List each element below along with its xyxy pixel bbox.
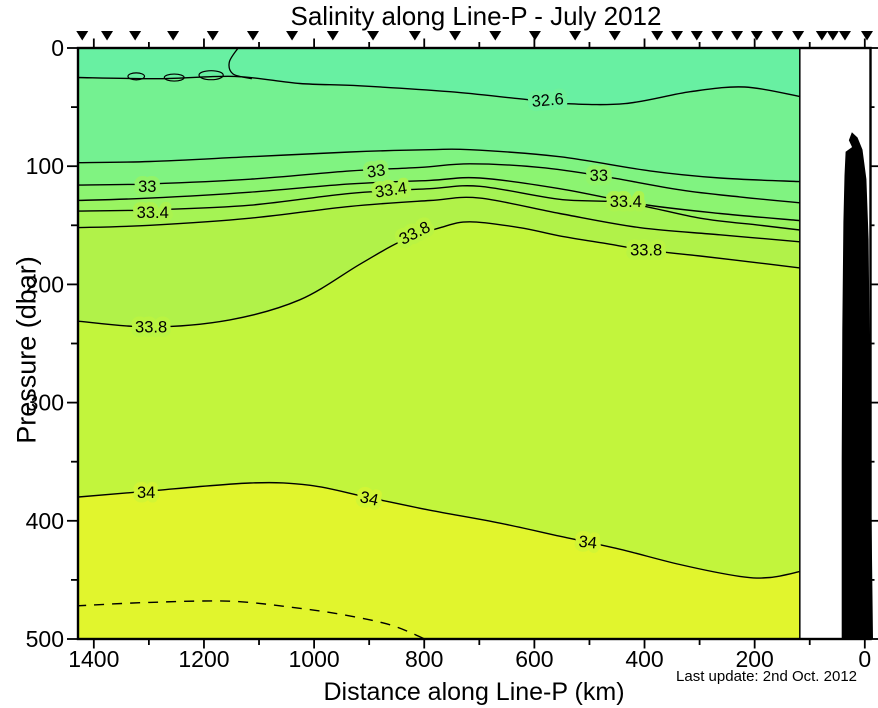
contour-line-33.4 (77, 185, 800, 231)
contour-label-34: 34 (137, 484, 155, 502)
surface-contour-spur (228, 48, 253, 80)
contour-line-32.8 (77, 148, 800, 183)
station-marker-icon (76, 31, 89, 41)
station-marker-icon (826, 31, 839, 41)
station-marker-icon (449, 31, 462, 41)
y-tick-label: 400 (26, 508, 64, 534)
contour-line-dashed-34.2 (77, 600, 426, 639)
surface-contour-cell (127, 72, 146, 81)
x-tick-label: 1400 (68, 646, 119, 672)
station-marker-icon (326, 31, 339, 41)
station-marker-icon (528, 31, 541, 41)
contour-line-32.6 (77, 75, 800, 106)
x-tick-label: 0 (858, 646, 871, 672)
y-tick-label: 0 (51, 35, 64, 61)
station-marker-icon (671, 31, 684, 41)
contour-label-33: 33 (366, 161, 387, 181)
station-marker-icon (815, 31, 828, 41)
station-marker-icon (286, 31, 299, 41)
y-tick-label: 100 (26, 153, 64, 179)
contour-label-33.8: 33.8 (630, 242, 662, 260)
contour-line-33 (77, 163, 800, 204)
x-tick-label: 800 (405, 646, 443, 672)
contour-label-33.4: 33.4 (137, 204, 169, 222)
x-tick-label: 200 (735, 646, 773, 672)
station-marker-icon (129, 31, 142, 41)
contour-label-34: 34 (358, 488, 380, 509)
station-marker-icon (489, 31, 502, 41)
station-marker-icon (711, 31, 724, 41)
contour-label-33: 33 (590, 167, 608, 185)
contour-line-33.8 (77, 221, 800, 328)
y-tick-label: 500 (26, 626, 64, 652)
station-marker-icon (861, 31, 874, 41)
x-tick-label: 600 (515, 646, 553, 672)
last-update-note: Last update: 2nd Oct. 2012 (676, 668, 857, 685)
station-marker-icon (367, 31, 380, 41)
contour-line-33.6 (77, 196, 800, 243)
station-marker-icon (651, 31, 664, 41)
y-tick-label: 300 (26, 390, 64, 416)
contour-line-33.2 (77, 176, 800, 222)
coast-silhouette (841, 132, 874, 640)
station-marker-icon (771, 31, 784, 41)
contour-line-34 (77, 481, 800, 579)
band-fill->34.0 (77, 482, 800, 639)
station-marker-icon (408, 31, 421, 41)
contour-label-34: 34 (578, 533, 598, 553)
station-marker-icon (167, 31, 180, 41)
surface-contour-cell (198, 70, 224, 81)
station-marker-icon (206, 31, 219, 41)
contour-label-33.4: 33.4 (610, 193, 642, 211)
station-marker-icon (731, 31, 744, 41)
station-marker-icon (101, 31, 114, 41)
y-tick-label: 200 (26, 271, 64, 297)
station-marker-icon (246, 31, 259, 41)
x-axis-label: Distance along Line-P (km) (323, 678, 625, 706)
x-tick-label: 1000 (289, 646, 340, 672)
contour-label-33: 33 (138, 178, 156, 196)
station-marker-icon (608, 31, 621, 41)
station-marker-icon (690, 31, 703, 41)
y-axis-label: Pressure (dbar) (11, 256, 42, 444)
contour-label-33.8: 33.8 (135, 318, 167, 336)
x-tick-label: 400 (625, 646, 663, 672)
station-marker-icon (750, 31, 763, 41)
surface-contour-cell (163, 73, 185, 82)
plot-frame (76, 46, 872, 641)
station-marker-icon (838, 31, 851, 41)
contour-label-32.6: 32.6 (531, 90, 565, 111)
station-marker-icon (792, 31, 805, 41)
station-marker-icon (569, 31, 582, 41)
x-tick-label: 1200 (178, 646, 229, 672)
chart-title: Salinity along Line-P - July 2012 (290, 1, 662, 31)
